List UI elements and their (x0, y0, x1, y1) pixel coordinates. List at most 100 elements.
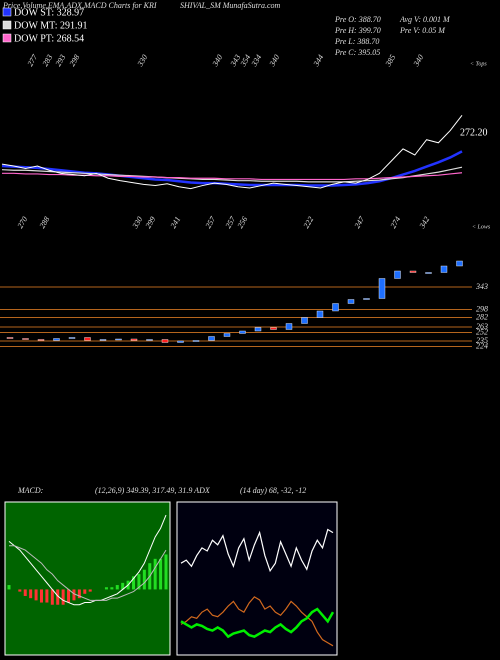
histogram-bar (132, 576, 136, 590)
info: Pre V: 0.05 M (399, 26, 446, 35)
candle (84, 337, 91, 341)
candle (301, 317, 308, 324)
candle (332, 303, 339, 312)
adx-line (180, 528, 334, 573)
info: Pre H: 399.70 (334, 26, 381, 35)
macd-panel (4, 501, 171, 656)
page-title: Price,Volume,EMA,ADX,MACD Charts for KRI (2, 1, 157, 10)
low-label: 270 (16, 215, 30, 230)
candle (456, 260, 463, 267)
low-label: 222 (302, 215, 316, 230)
histogram-bar (23, 589, 27, 596)
top-label: 293 (54, 53, 68, 68)
histogram-bar (153, 558, 157, 590)
histogram-bar (115, 585, 119, 590)
candle (68, 337, 76, 339)
histogram-bar (29, 589, 33, 599)
histogram-bar (88, 589, 92, 592)
top-label: 330 (135, 53, 149, 69)
top-label: 385 (383, 53, 397, 69)
candle (394, 270, 401, 279)
legend-swatch (2, 33, 12, 43)
histogram-bar (142, 569, 146, 590)
histogram-bar (61, 589, 65, 605)
histogram-bar (104, 587, 108, 590)
low-label: 247 (353, 214, 367, 230)
candle (130, 338, 138, 341)
histogram-bar (110, 587, 114, 590)
candle (425, 272, 432, 274)
top-label: 334 (249, 53, 263, 69)
histogram-bar (72, 589, 76, 601)
candle (285, 323, 293, 330)
histogram-bar (121, 582, 125, 590)
level-label: 224 (476, 341, 488, 350)
top-label: 277 (26, 52, 40, 68)
histogram-bar (159, 558, 163, 590)
histogram-bar (7, 585, 11, 590)
low-label: 241 (169, 215, 183, 230)
legend-entry: DOW PT: 268.54 (14, 33, 84, 44)
lows-label: < Lows (472, 224, 491, 230)
candle (270, 327, 277, 330)
histogram-bar (137, 574, 141, 590)
top-label: 298 (68, 53, 82, 68)
candle (223, 333, 231, 337)
level-label: 235 (476, 336, 488, 345)
level-label: 252 (476, 327, 488, 336)
tops-label: < Tops (470, 61, 487, 67)
legend-entry: DOW ST: 328.97 (14, 7, 84, 18)
low-label: 330 (130, 215, 144, 231)
level-label: 263 (476, 322, 488, 331)
candle (316, 310, 324, 318)
last-value: 272.20 (460, 127, 488, 138)
low-label: 342 (417, 215, 431, 231)
candle (440, 265, 448, 273)
top-label: 344 (311, 53, 325, 69)
candle (115, 338, 122, 341)
macd-label: MACD: (17, 486, 44, 495)
low-label: 274 (389, 215, 403, 230)
low-label: 288 (38, 215, 52, 230)
histogram-bar (45, 589, 49, 603)
macd-params: (12,26,9) 349.39, 317.49, 31.9 ADX (95, 486, 211, 495)
info: Pre O: 388.70 (334, 15, 381, 24)
candle (6, 337, 14, 339)
candle (161, 339, 169, 343)
histogram-bar (77, 589, 81, 599)
level-label: 343 (475, 282, 488, 291)
candle (239, 330, 246, 334)
info: Pre L: 388.70 (334, 37, 379, 46)
histogram-bar (18, 589, 22, 592)
histogram-bar (50, 589, 54, 605)
candle (22, 338, 29, 340)
histogram-bar (39, 589, 43, 603)
top-label: 283 (41, 53, 55, 68)
top-label: 340 (411, 53, 425, 69)
histogram-bar (56, 589, 60, 605)
low-label: 299 (144, 215, 158, 230)
macd-line (8, 514, 167, 606)
candle (53, 338, 60, 341)
candle (177, 340, 184, 343)
legend-entry: DOW MT: 291.91 (14, 20, 87, 31)
candle (99, 339, 107, 341)
candle (378, 278, 386, 299)
low-label: 257 (204, 214, 218, 230)
histogram-bar (67, 589, 71, 603)
low-label: 257 (224, 214, 238, 230)
candle (208, 336, 215, 341)
candle (409, 270, 417, 273)
candle (347, 299, 355, 304)
candle (363, 298, 370, 300)
histogram-bar (164, 554, 168, 590)
ema-line (1, 166, 463, 183)
candle (37, 339, 45, 341)
legend-swatch (2, 7, 12, 17)
adx-label: (14 day) 68, -32, -12 (240, 486, 306, 495)
price-line (1, 114, 463, 190)
adx-panel (176, 501, 338, 656)
adx-line (180, 607, 335, 639)
level-label: 298 (476, 304, 488, 313)
